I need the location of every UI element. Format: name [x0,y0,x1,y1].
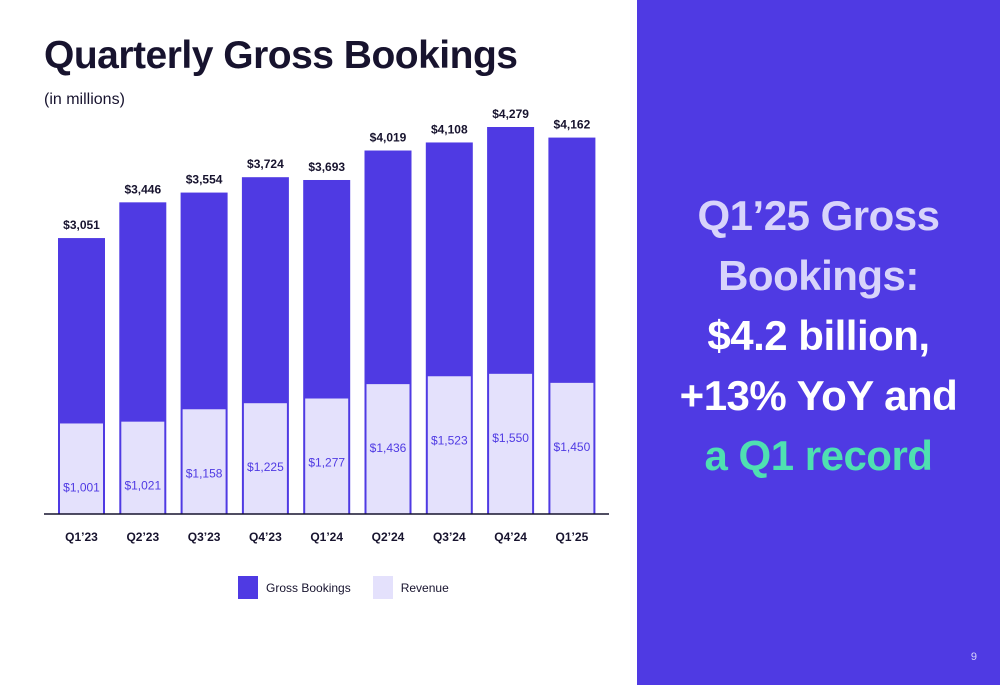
chart-title: Quarterly Gross Bookings [44,34,518,77]
revenue-value-label: $1,158 [186,466,223,480]
x-axis-tick-label: Q1’25 [556,530,589,544]
headline-text: Q1’25 Gross Bookings: $4.2 billion, +13%… [637,186,1000,486]
x-axis-tick-label: Q1’24 [310,530,343,544]
gross-bookings-value-label: $3,554 [186,173,223,187]
revenue-bar [60,423,103,514]
legend-swatch-revenue [372,576,393,599]
headline-line-3: $4.2 billion, [707,312,930,359]
revenue-value-label: $1,021 [124,479,161,493]
chart-subtitle: (in millions) [44,91,125,108]
revenue-bar [182,409,226,514]
x-axis-tick-label: Q3’24 [433,530,466,544]
legend-item-gross-bookings: Gross Bookings [238,576,351,599]
revenue-bar [121,421,165,514]
revenue-value-label: $1,001 [63,480,100,494]
revenue-bar [550,382,594,514]
gross-bookings-value-label: $3,724 [247,157,284,171]
revenue-bar [305,398,349,514]
page-number: 9 [970,651,977,663]
x-axis-tick-label: Q2’24 [372,530,405,544]
revenue-value-label: $1,277 [308,456,345,470]
revenue-value-label: $1,225 [247,460,284,474]
revenue-value-label: $1,550 [492,431,529,445]
gross-bookings-value-label: $3,051 [63,218,100,232]
legend-label-gross-bookings: Gross Bookings [266,580,351,595]
x-axis-tick-label: Q1’23 [65,530,98,544]
headline-line-1: Q1’25 Gross [697,192,940,239]
legend-label-revenue: Revenue [400,580,449,595]
x-axis-tick-label: Q2’23 [126,530,159,544]
revenue-bar [427,376,471,514]
gross-bookings-value-label: $4,162 [554,118,591,132]
x-axis-tick-label: Q4’23 [249,530,282,544]
revenue-bar [366,384,410,514]
headline-line-4: +13% YoY and [679,372,958,419]
gross-bookings-value-label: $4,108 [431,122,468,136]
legend-swatch-gross-bookings [238,576,258,599]
gross-bookings-value-label: $4,019 [370,131,407,145]
x-axis-tick-label: Q3’23 [188,530,221,544]
revenue-value-label: $1,523 [431,433,468,447]
legend-item-revenue: Revenue [372,576,449,599]
x-axis-tick-label: Q4’24 [494,530,527,544]
gross-bookings-value-label: $4,279 [492,107,529,121]
revenue-value-label: $1,436 [370,441,407,455]
gross-bookings-value-label: $3,693 [308,160,345,174]
gross-bookings-bar-chart: $3,051 $1,001 Q1’23 $3,446 $1,021 Q2’23 $3,554… [44,107,609,544]
headline-panel: Q1’25 Gross Bookings: $4.2 billion, +13%… [637,0,1000,685]
headline-line-5: a Q1 record [704,432,933,479]
chart-legend: Gross Bookings Revenue [238,576,471,599]
revenue-value-label: $1,450 [554,440,591,454]
gross-bookings-value-label: $3,446 [124,182,161,196]
revenue-bar [489,373,533,514]
headline-line-2: Bookings: [718,252,919,299]
revenue-bar [243,403,287,514]
